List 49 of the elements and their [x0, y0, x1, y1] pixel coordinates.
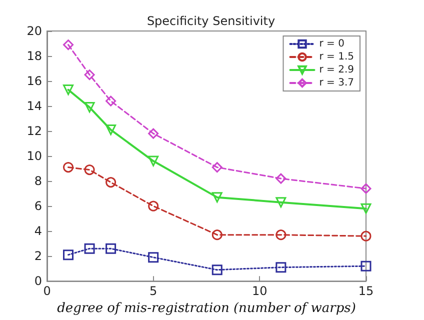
- chart-title: Specificity Sensitivity: [146, 14, 276, 28]
- point: [148, 252, 159, 263]
- legend-label: r = 0: [319, 38, 344, 50]
- point: [106, 96, 116, 106]
- point: [360, 183, 372, 194]
- y-tick-label: 0: [34, 274, 42, 288]
- point: [148, 200, 159, 212]
- point: [360, 203, 372, 214]
- point: [84, 70, 95, 80]
- point: [212, 192, 222, 203]
- point: [212, 230, 222, 240]
- x-tick-label: 10: [252, 284, 268, 298]
- point: [212, 162, 222, 173]
- y-tick-label: 2: [34, 249, 42, 264]
- point: [84, 243, 95, 254]
- legend-label: r = 3.7: [319, 78, 354, 88]
- point: [63, 40, 74, 50]
- point: [106, 124, 116, 136]
- y-tick-label: 16: [26, 74, 42, 88]
- point: [276, 262, 286, 273]
- y-tick-label: 18: [26, 49, 42, 64]
- point: [63, 250, 74, 260]
- y-tick-label: 4: [34, 224, 42, 238]
- point: [360, 260, 372, 272]
- y-tick-label: 12: [26, 124, 42, 138]
- point: [148, 156, 159, 166]
- legend-label: r = 1.5: [319, 52, 354, 62]
- point: [276, 230, 286, 240]
- point: [63, 162, 74, 173]
- y-tick-label: 14: [26, 99, 42, 114]
- y-tick-label: 10: [26, 149, 42, 164]
- x-tick-label: 15: [358, 284, 374, 298]
- point: [148, 128, 159, 139]
- legend-label: r = 2.9: [319, 64, 354, 76]
- y-tick-label: 8: [34, 174, 42, 188]
- point: [84, 164, 95, 176]
- point: [106, 177, 116, 188]
- y-tick-label: 20: [26, 24, 42, 38]
- y-tick-label: 6: [34, 199, 42, 214]
- point: [63, 84, 74, 96]
- point: [84, 102, 95, 113]
- point: [276, 197, 286, 208]
- x-axis-title: degree of mis-registration (number of warps): [57, 301, 356, 316]
- x-tick-label: 5: [150, 284, 158, 298]
- point: [212, 264, 222, 276]
- point: [276, 173, 286, 184]
- x-tick-label: 0: [43, 284, 51, 298]
- point: [360, 230, 372, 242]
- point: [106, 243, 116, 254]
